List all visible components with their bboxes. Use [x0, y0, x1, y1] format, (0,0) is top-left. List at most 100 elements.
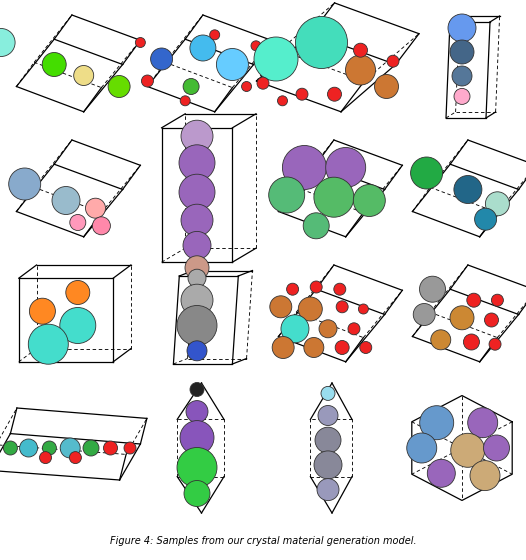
Circle shape	[150, 48, 173, 70]
Circle shape	[451, 433, 485, 467]
Circle shape	[183, 78, 199, 95]
Circle shape	[70, 214, 86, 231]
Circle shape	[491, 294, 503, 306]
Circle shape	[43, 441, 56, 455]
Circle shape	[353, 184, 386, 217]
Circle shape	[304, 338, 324, 357]
Circle shape	[375, 74, 399, 99]
Circle shape	[216, 49, 248, 81]
Circle shape	[272, 337, 294, 358]
Circle shape	[319, 320, 337, 338]
Circle shape	[334, 283, 346, 295]
Circle shape	[318, 405, 338, 426]
Circle shape	[411, 157, 442, 189]
Circle shape	[420, 276, 446, 302]
Circle shape	[278, 96, 288, 106]
Circle shape	[135, 38, 145, 48]
Circle shape	[60, 307, 96, 343]
Circle shape	[183, 231, 211, 259]
Circle shape	[450, 306, 474, 330]
Circle shape	[177, 306, 217, 346]
Circle shape	[241, 82, 251, 91]
Circle shape	[141, 75, 154, 87]
Circle shape	[336, 301, 348, 313]
Circle shape	[52, 186, 80, 214]
Circle shape	[298, 297, 322, 321]
Circle shape	[179, 145, 215, 181]
Circle shape	[303, 213, 329, 239]
Circle shape	[413, 304, 435, 325]
Circle shape	[0, 29, 15, 57]
Circle shape	[353, 43, 368, 57]
Circle shape	[317, 479, 339, 501]
Circle shape	[485, 192, 509, 216]
Circle shape	[93, 217, 110, 235]
Circle shape	[326, 147, 366, 188]
Circle shape	[66, 281, 90, 305]
Text: Figure 4: Samples from our crystal material generation model.: Figure 4: Samples from our crystal mater…	[110, 536, 416, 546]
Circle shape	[29, 298, 55, 324]
Circle shape	[328, 87, 341, 101]
Circle shape	[104, 441, 117, 455]
Circle shape	[180, 421, 214, 455]
Circle shape	[448, 14, 476, 42]
Circle shape	[39, 451, 52, 464]
Circle shape	[181, 120, 213, 152]
Circle shape	[180, 96, 190, 106]
Circle shape	[9, 168, 41, 200]
Circle shape	[74, 66, 94, 86]
Circle shape	[185, 256, 209, 280]
Circle shape	[269, 177, 305, 213]
Circle shape	[257, 77, 269, 89]
Circle shape	[452, 66, 472, 86]
Circle shape	[124, 442, 136, 454]
Circle shape	[69, 451, 82, 464]
Circle shape	[431, 330, 451, 350]
Circle shape	[190, 35, 216, 61]
Circle shape	[296, 88, 308, 100]
Circle shape	[83, 440, 99, 456]
Circle shape	[314, 177, 354, 217]
Circle shape	[270, 296, 292, 318]
Circle shape	[310, 281, 322, 293]
Circle shape	[108, 76, 130, 97]
Circle shape	[287, 283, 299, 295]
Circle shape	[296, 16, 348, 68]
Circle shape	[60, 438, 80, 458]
Circle shape	[360, 342, 372, 353]
Circle shape	[19, 439, 37, 457]
Circle shape	[42, 53, 66, 77]
Circle shape	[450, 40, 474, 64]
Circle shape	[346, 55, 376, 85]
Circle shape	[210, 30, 220, 40]
Circle shape	[314, 451, 342, 479]
Circle shape	[251, 41, 261, 51]
Circle shape	[474, 208, 497, 230]
Circle shape	[454, 88, 470, 104]
Circle shape	[358, 304, 368, 314]
Circle shape	[315, 427, 341, 453]
Circle shape	[454, 175, 482, 203]
Circle shape	[86, 198, 106, 218]
Circle shape	[468, 408, 498, 438]
Circle shape	[484, 313, 499, 327]
Circle shape	[187, 341, 207, 361]
Circle shape	[387, 55, 399, 67]
Circle shape	[177, 447, 217, 488]
Circle shape	[420, 405, 454, 440]
Circle shape	[282, 146, 327, 189]
Circle shape	[179, 174, 215, 210]
Circle shape	[186, 400, 208, 423]
Circle shape	[467, 293, 481, 307]
Circle shape	[427, 459, 456, 487]
Circle shape	[28, 324, 68, 364]
Circle shape	[489, 338, 501, 350]
Circle shape	[188, 269, 206, 287]
Circle shape	[470, 460, 500, 491]
Circle shape	[3, 441, 17, 455]
Circle shape	[335, 340, 349, 354]
Circle shape	[483, 435, 510, 461]
Circle shape	[321, 386, 335, 400]
Circle shape	[184, 480, 210, 506]
Circle shape	[254, 37, 298, 81]
